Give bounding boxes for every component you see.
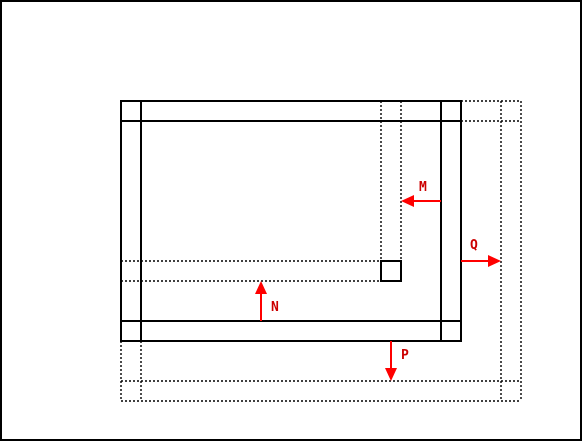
arrow-n-label: N — [271, 300, 279, 315]
frame-inner — [140, 120, 442, 322]
window-frame-original — [120, 100, 462, 342]
arrow-p: P — [385, 341, 409, 381]
frame-outer — [120, 100, 462, 342]
arrow-q: Q — [461, 238, 501, 267]
arrow-q-head — [488, 255, 501, 267]
arrow-p-label: P — [401, 348, 409, 363]
shrunk-corner-square — [380, 260, 402, 282]
window-frame-enlarged — [120, 100, 522, 402]
arrow-n: N — [255, 281, 279, 321]
arrow-m-label: M — [419, 180, 427, 195]
arrow-p-head — [385, 368, 397, 381]
arrow-q-label: Q — [470, 238, 478, 253]
arrow-m: M — [401, 180, 441, 207]
arrow-m-head — [401, 195, 414, 207]
arrow-n-head — [255, 281, 267, 294]
window-frame-shrunk — [121, 100, 402, 282]
